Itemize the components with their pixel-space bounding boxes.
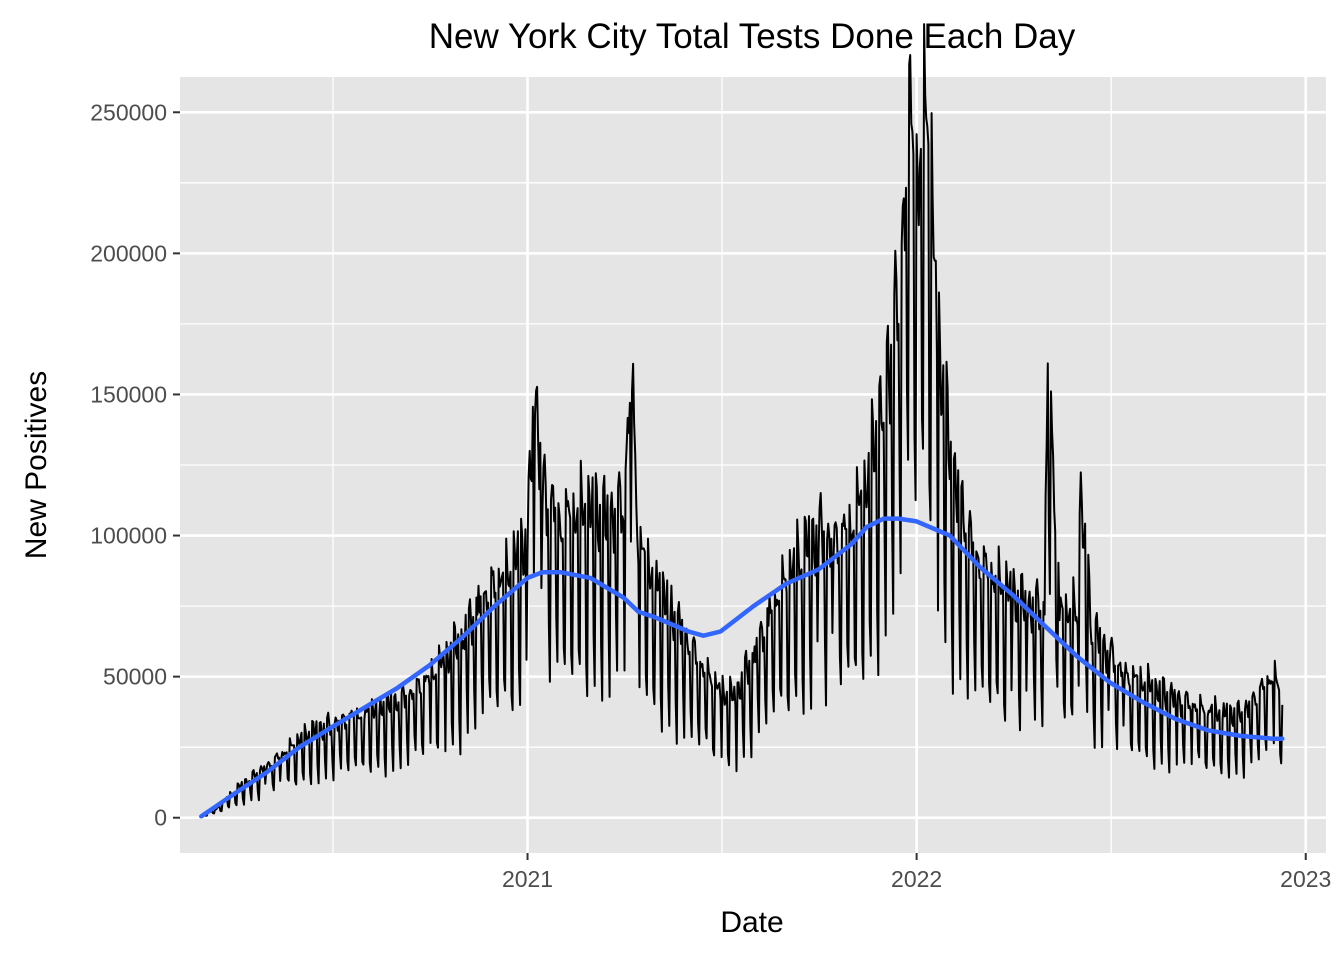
y-tick-label: 50000 (103, 664, 167, 690)
x-tick-label: 2023 (1280, 866, 1331, 892)
smoothed-trend-line (199, 516, 1285, 819)
x-tick-label: 2021 (502, 866, 553, 892)
y-axis-title: New Positives (20, 371, 53, 559)
x-axis: 2021 2022 2023 (502, 853, 1331, 892)
y-tick-label: 200000 (90, 240, 167, 266)
chart-title: New York City Total Tests Done Each Day (429, 17, 1076, 56)
y-tick-label: 100000 (90, 523, 167, 549)
x-tick-label: 2022 (891, 866, 942, 892)
x-axis-title: Date (720, 906, 783, 939)
y-tick-label: 250000 (90, 99, 167, 125)
series-layer (199, 23, 1285, 819)
y-tick-label: 150000 (90, 381, 167, 407)
daily-tests-line (200, 23, 1284, 818)
y-axis: 0 50000 100000 150000 200000 250000 (90, 99, 180, 831)
y-tick-label: 0 (154, 805, 167, 831)
